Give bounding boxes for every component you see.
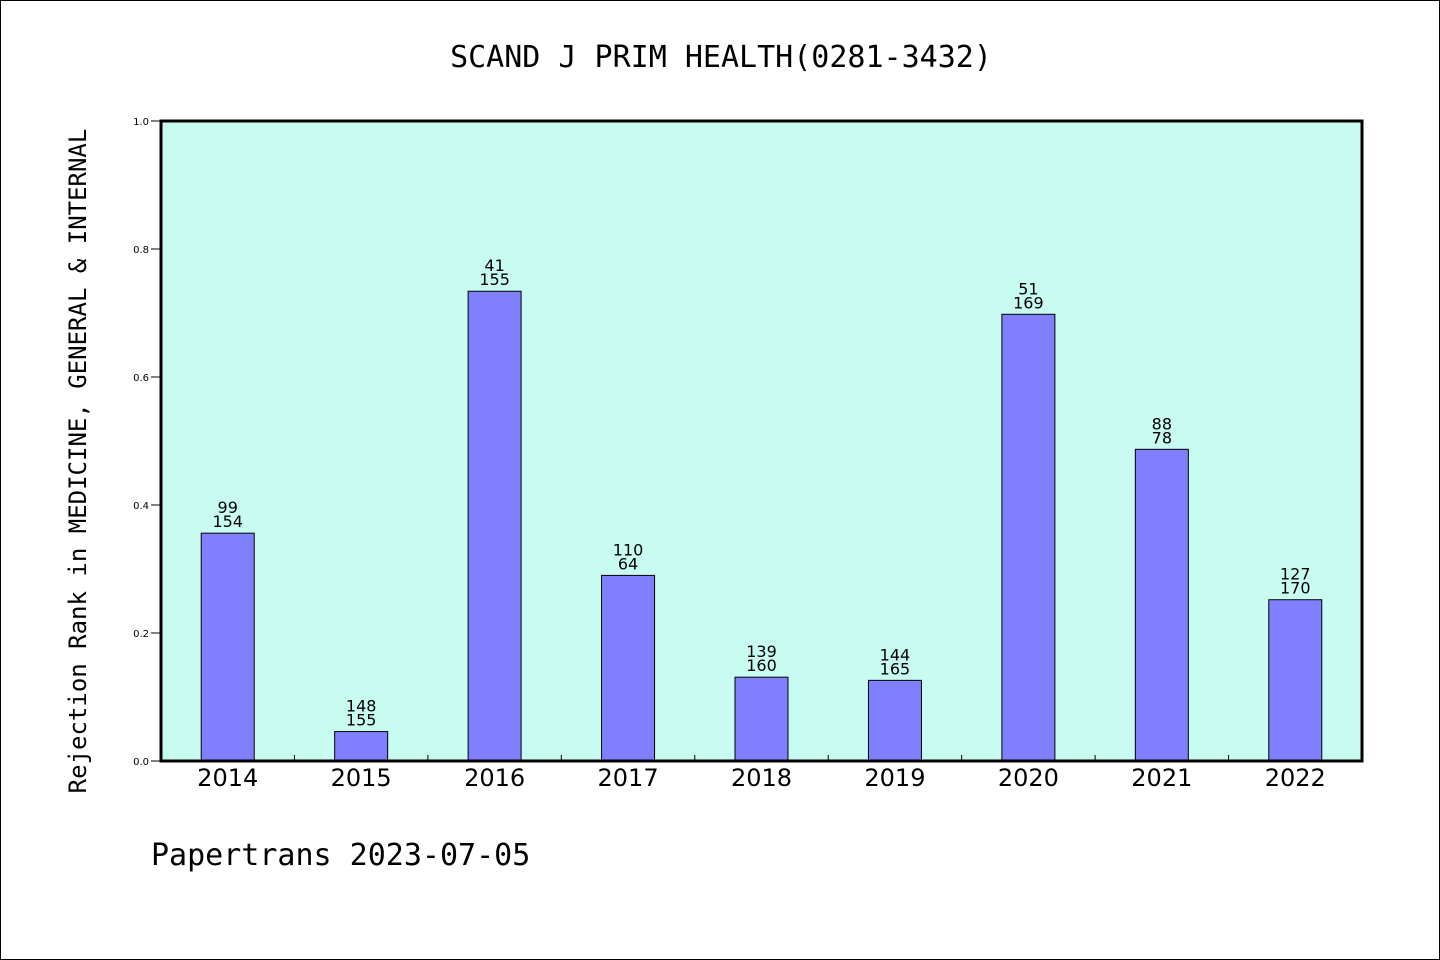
y-tick-label-0.4: 0.4 [133,501,149,512]
bar-2021 [1134,448,1189,762]
footer-text: Papertrans 2023-07-05 [151,838,530,873]
bar-label-bottom-2017: 64 [618,554,638,573]
plot-border [159,119,1364,763]
bar-label-bottom-2020: 169 [1013,293,1044,312]
y-tick-label-0.8: 0.8 [133,245,149,256]
y-tick-label-1.0: 1.0 [133,117,149,128]
bar-label-bottom-2018: 160 [746,656,777,675]
x-tick-label-2014: 2014 [197,764,258,792]
bar-2022 [1268,599,1323,762]
x-tick-label-2016: 2016 [464,764,525,792]
bar-label-top-2015: 148 [346,697,377,716]
chart-title: SCAND J PRIM HEALTH(0281-3432) [450,40,992,75]
bars-layer [200,290,1323,762]
bar-label-top-2019: 144 [880,645,911,664]
bar-2014 [200,532,255,762]
bar-label-top-2021: 88 [1152,414,1172,433]
y-tick-label-0.2: 0.2 [133,629,149,640]
bar-2018 [734,676,789,762]
x-tick-label-2017: 2017 [598,764,659,792]
bar-label-bottom-2014: 154 [212,512,243,531]
x-tick-label-2018: 2018 [731,764,792,792]
bar-label-top-2018: 139 [746,642,777,661]
x-tick-label-2022: 2022 [1265,764,1326,792]
bar-label-bottom-2019: 165 [880,659,911,678]
y-ticks-layer: 0.0 0.2 0.4 0.6 0.8 1.0 [133,117,161,768]
bar-label-top-2020: 51 [1018,279,1038,298]
y-tick-label-0.6: 0.6 [133,373,149,384]
y-tick-label-0.0: 0.0 [133,757,149,768]
x-tick-label-2021: 2021 [1131,764,1192,792]
bar-label-top-2017: 110 [613,540,644,559]
bar-label-top-2014: 99 [218,498,238,517]
x-ticks-layer: 2014 2015 2016 2017 2018 2019 2020 2021 2022 [197,755,1326,792]
x-tick-label-2019: 2019 [864,764,925,792]
bar-2019 [867,679,922,762]
bar-2017 [601,574,656,762]
y-axis-label: Rejection Rank in MEDICINE, GENERAL & IN… [64,129,92,794]
bar-2016 [467,290,522,762]
bar-label-bottom-2022: 170 [1280,579,1311,598]
bar-label-top-2016: 41 [484,256,504,275]
bar-label-bottom-2021: 78 [1152,428,1172,447]
bar-label-bottom-2015: 155 [346,711,377,730]
bar-label-bottom-2016: 155 [479,270,510,289]
bar-label-top-2022: 127 [1280,565,1311,584]
data-labels-layer: 9915414815541155110641391601441655116988… [212,256,1310,729]
bar-2020 [1001,313,1056,762]
x-tick-label-2015: 2015 [331,764,392,792]
x-tick-label-2020: 2020 [998,764,1059,792]
bar-2015 [334,731,389,762]
